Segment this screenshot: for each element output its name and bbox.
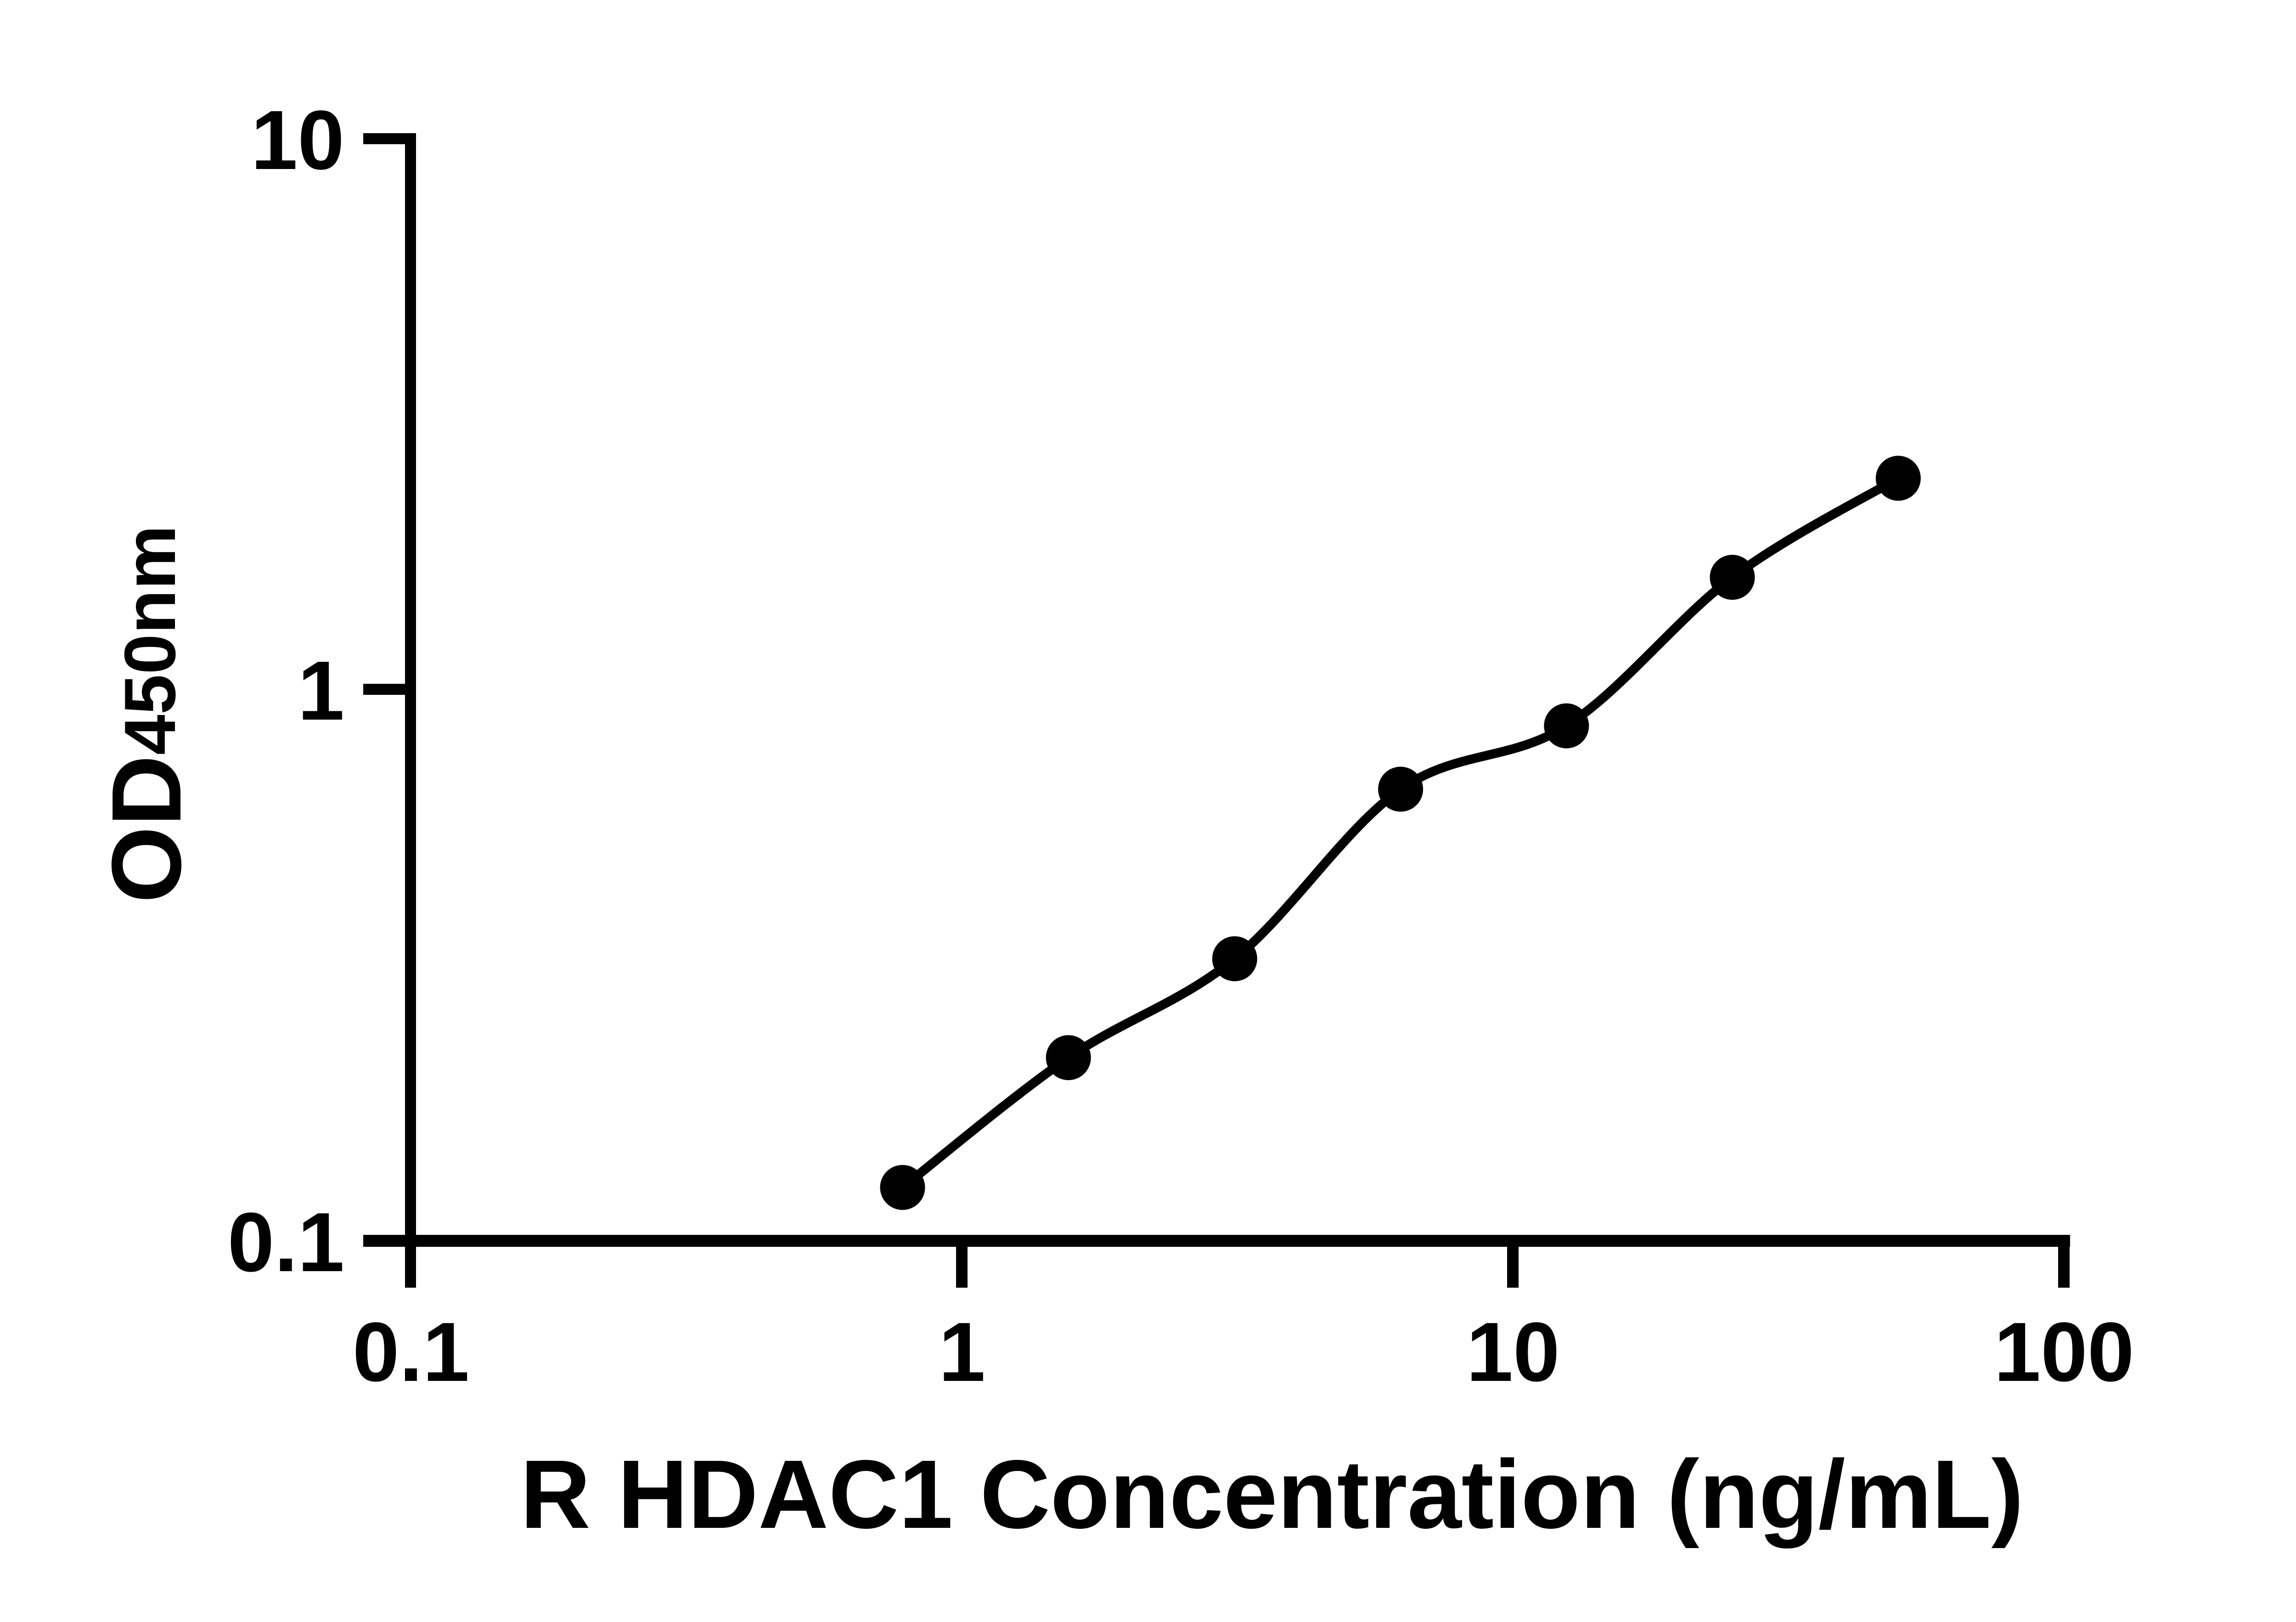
data-point [1046, 1035, 1091, 1081]
x-tick-label-10: 10 [1466, 1305, 1560, 1399]
y-axis-title: OD450nm [91, 525, 202, 903]
y-tick-label-10: 10 [251, 93, 344, 187]
data-point [880, 1165, 925, 1210]
y-tick-label-1: 1 [298, 643, 344, 738]
x-tick-100 [2058, 1247, 2070, 1288]
data-points [880, 456, 1921, 1210]
data-point [1212, 936, 1257, 981]
x-tick-1 [956, 1247, 968, 1288]
y-axis-title-main: OD [91, 755, 202, 903]
x-tick-label-0.1: 0.1 [353, 1305, 469, 1399]
axes [363, 133, 2070, 1288]
x-axis-title: R HDAC1 Concentration (ng/mL) [520, 1440, 2024, 1549]
data-point [1378, 766, 1424, 812]
x-axis-line [405, 1235, 2070, 1247]
data-point [1544, 703, 1589, 749]
y-axis-title-subscript: 450nm [110, 525, 191, 755]
y-tick-1 [363, 684, 416, 695]
y-tick-10 [363, 133, 416, 144]
x-tick-label-100: 100 [1994, 1305, 2134, 1399]
y-axis-line [405, 133, 416, 1288]
data-point [1710, 555, 1755, 600]
y-axis-title-text: OD450nm [91, 525, 202, 903]
y-tick-0.1 [363, 1235, 405, 1247]
data-point [1875, 456, 1921, 501]
y-tick-label-0.1: 0.1 [228, 1195, 344, 1289]
x-tick-label-1: 1 [939, 1305, 985, 1399]
x-tick-10 [1507, 1247, 1519, 1288]
